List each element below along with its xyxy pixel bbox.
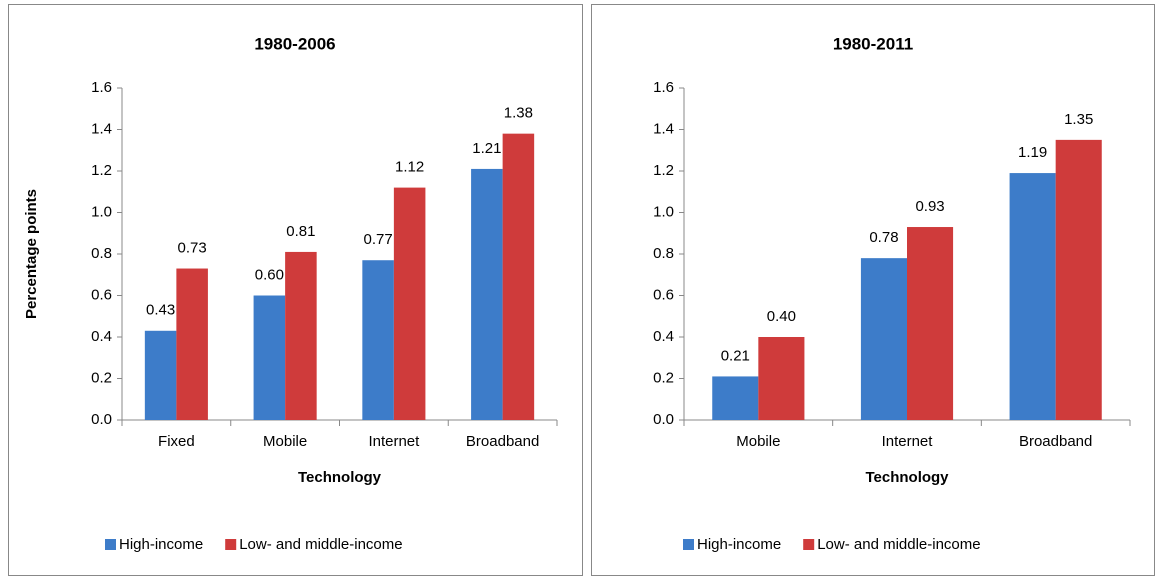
x-axis-label: Technology — [865, 469, 949, 486]
bar — [285, 251, 317, 420]
legend-marker — [105, 539, 116, 550]
legend-marker — [803, 539, 815, 550]
bar — [758, 337, 805, 420]
x-tick-label: Fixed — [158, 433, 195, 450]
value-label: 0.81 — [286, 223, 315, 240]
bar — [471, 168, 503, 420]
bar — [1055, 139, 1102, 420]
x-tick-label: Broadband — [1019, 433, 1092, 450]
x-tick-label: Mobile — [263, 433, 307, 450]
value-label: 1.12 — [395, 159, 424, 176]
value-label: 0.21 — [721, 347, 750, 364]
value-label: 0.60 — [255, 266, 284, 283]
bar — [176, 268, 208, 420]
chart-title: 1980-2006 — [254, 34, 335, 53]
y-tick-label: 0.2 — [653, 369, 674, 386]
y-tick-label: 0.6 — [91, 286, 112, 303]
y-tick-label: 0.2 — [91, 369, 112, 386]
y-tick-label: 1.0 — [653, 203, 674, 220]
y-tick-label: 0.4 — [653, 328, 674, 345]
legend-marker — [683, 539, 694, 550]
value-label: 0.43 — [146, 302, 175, 319]
y-tick-label: 0.4 — [91, 328, 112, 345]
value-label: 1.19 — [1018, 144, 1047, 161]
value-label: 0.73 — [178, 239, 207, 256]
y-tick-label: 1.0 — [91, 203, 112, 220]
bar — [860, 258, 907, 420]
x-axis-label: Technology — [298, 469, 382, 486]
y-axis-label: Percentage points — [23, 189, 40, 319]
chart-title: 1980-2011 — [833, 34, 913, 53]
x-tick-label: Broadband — [466, 433, 539, 450]
value-label: 0.78 — [869, 229, 898, 246]
bar — [712, 376, 759, 420]
value-label: 1.35 — [1064, 111, 1093, 128]
y-tick-label: 0.8 — [91, 245, 112, 262]
bar — [393, 187, 426, 420]
bar — [502, 133, 535, 420]
legend-label: Low- and middle-income — [239, 536, 402, 553]
bar — [362, 260, 394, 420]
bar — [1009, 173, 1056, 420]
y-tick-label: 1.2 — [653, 162, 674, 179]
legend-label: High-income — [697, 536, 781, 553]
y-tick-label: 0.0 — [653, 411, 674, 428]
y-tick-label: 1.4 — [91, 120, 112, 137]
value-label: 0.93 — [915, 198, 944, 215]
y-tick-label: 0.6 — [653, 286, 674, 303]
bar — [253, 295, 286, 420]
y-tick-label: 1.4 — [653, 120, 674, 137]
y-tick-label: 1.6 — [653, 79, 674, 96]
value-label: 0.40 — [767, 308, 796, 325]
value-label: 1.21 — [472, 140, 501, 157]
value-label: 0.77 — [364, 231, 393, 248]
value-label: 1.38 — [504, 105, 533, 122]
legend-label: Low- and middle-income — [817, 536, 980, 553]
x-tick-label: Internet — [882, 433, 934, 450]
x-tick-label: Internet — [368, 433, 420, 450]
y-tick-label: 0.0 — [91, 411, 112, 428]
legend-label: High-income — [119, 536, 203, 553]
y-tick-label: 0.8 — [653, 245, 674, 262]
y-tick-label: 1.6 — [91, 79, 112, 96]
y-tick-label: 1.2 — [91, 162, 112, 179]
x-tick-label: Mobile — [736, 433, 780, 450]
bar — [144, 330, 177, 420]
legend-marker — [225, 539, 237, 550]
bar — [907, 227, 954, 420]
